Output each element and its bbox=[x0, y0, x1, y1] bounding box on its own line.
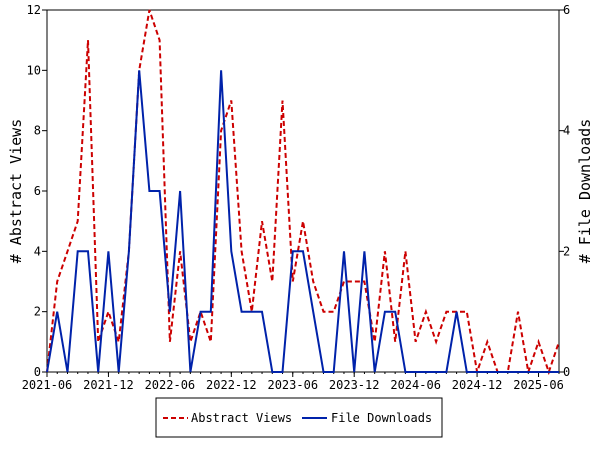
x-tick-label: 2024-06 bbox=[390, 378, 441, 392]
legend-box bbox=[155, 397, 443, 438]
y-axis-title-right: # File Downloads bbox=[576, 119, 594, 264]
x-tick-label: 2025-06 bbox=[513, 378, 564, 392]
x-axis: 2021-06 2021-12 2022-06 2022-12 2023-06 2023-… bbox=[22, 372, 564, 392]
x-tick-label: 2022-06 bbox=[145, 378, 196, 392]
right-axis: 0 2 4 6 bbox=[559, 3, 570, 379]
legend: Abstract Views File Downloads bbox=[155, 397, 443, 438]
y-axis-title-left: # Abstract Views bbox=[7, 119, 25, 264]
x-tick-label: 2021-12 bbox=[83, 378, 134, 392]
series-layer bbox=[46, 9, 560, 376]
x-tick-label: 2021-06 bbox=[22, 378, 73, 392]
right-tick-label: 2 bbox=[563, 244, 570, 258]
left-tick-label: 2 bbox=[34, 305, 41, 319]
left-tick-label: 8 bbox=[34, 124, 41, 138]
x-tick-label: 2023-12 bbox=[329, 378, 380, 392]
right-tick-label: 6 bbox=[563, 3, 570, 17]
right-tick-label: 0 bbox=[563, 365, 570, 379]
x-tick-label: 2024-12 bbox=[452, 378, 503, 392]
series-line-file-downloads bbox=[46, 70, 559, 373]
x-tick-label: 2022-12 bbox=[206, 378, 257, 392]
left-tick-label: 4 bbox=[34, 244, 41, 258]
left-tick-label: 6 bbox=[34, 184, 41, 198]
legend-label-abstract-views: Abstract Views bbox=[191, 411, 292, 425]
legend-label-file-downloads: File Downloads bbox=[331, 411, 432, 425]
left-tick-label: 0 bbox=[34, 365, 41, 379]
x-tick-label: 2023-06 bbox=[267, 378, 318, 392]
left-tick-label: 12 bbox=[27, 3, 41, 17]
right-tick-label: 4 bbox=[563, 124, 570, 138]
left-axis: 0 2 4 6 8 10 12 bbox=[27, 3, 47, 379]
left-tick-label: 10 bbox=[27, 63, 41, 77]
